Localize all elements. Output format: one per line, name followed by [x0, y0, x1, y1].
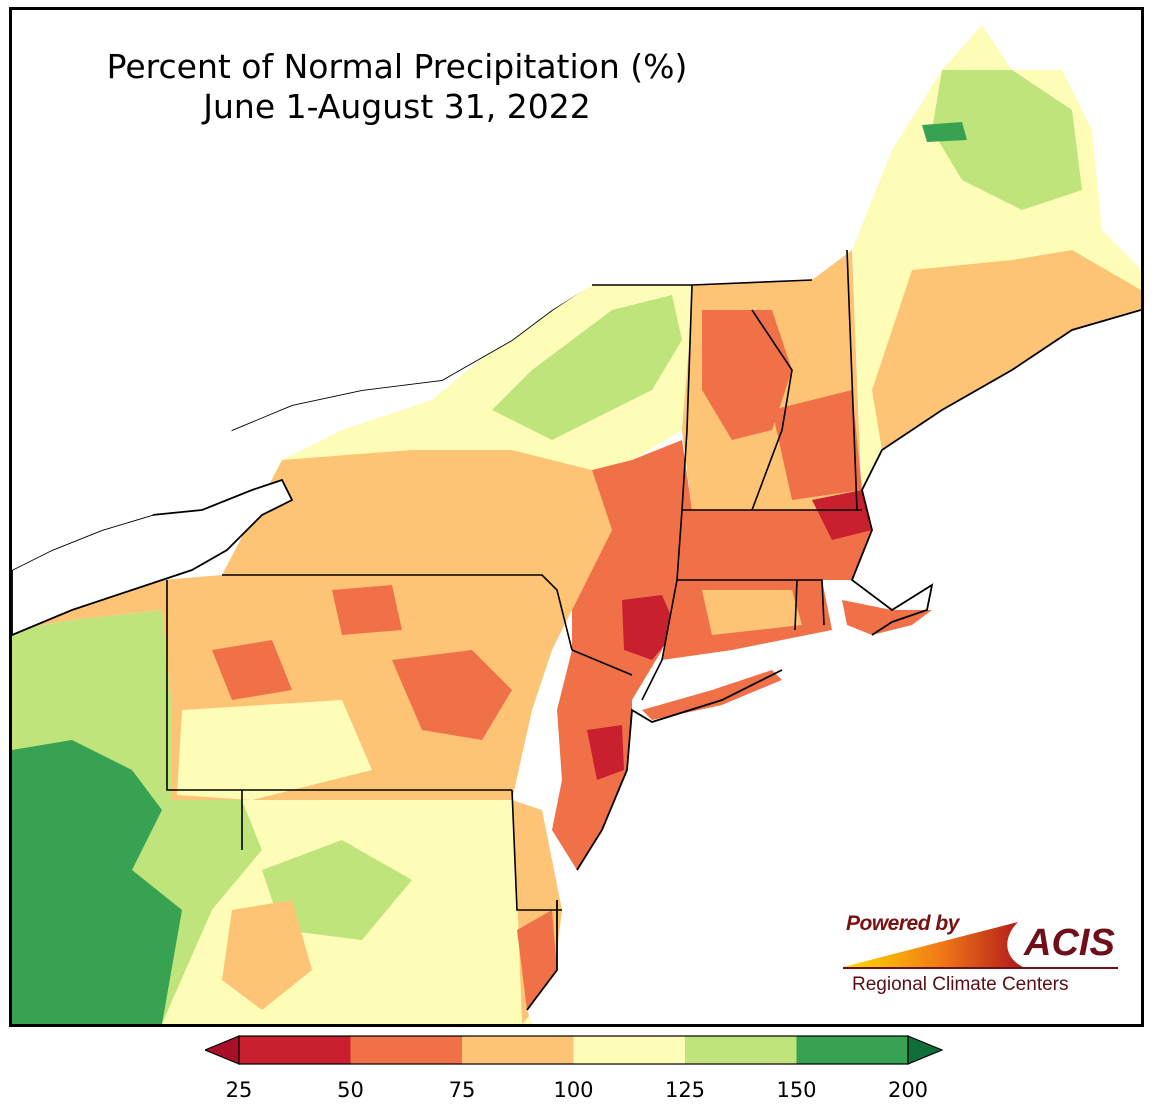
colorbar-tick-label: 100: [553, 1078, 594, 1102]
delmarva-orange: [517, 910, 557, 1010]
colorbar-bin-150-200: [796, 1036, 908, 1064]
hudson-dark-red: [622, 595, 677, 660]
maryland-green: [262, 840, 412, 940]
colorbar-tick-label: 200: [887, 1078, 929, 1102]
state-boundaries: [166, 249, 862, 911]
pa-patch-3: [332, 585, 402, 635]
colorbar-above-max-arrow: [907, 1035, 944, 1065]
acis-logo: Powered by ACIS Regional Climate Centers: [838, 912, 1128, 1002]
pa-patch-2: [212, 640, 292, 700]
map-frame: Percent of Normal Precipitation (%) June…: [9, 7, 1144, 1027]
vt-nh-orange: [702, 310, 792, 440]
colorbar-below-min-arrow: [205, 1035, 240, 1065]
long-island: [642, 670, 782, 720]
colorbar-bin-100-125: [573, 1036, 685, 1064]
acis-swoosh-icon: [843, 922, 1118, 969]
ct-orange-light: [702, 590, 802, 635]
powered-by-text: Powered by: [846, 912, 959, 935]
virginia-orange: [222, 900, 312, 1010]
colorbar-tick-label: 150: [776, 1078, 817, 1102]
colorbar-bin-75-100: [462, 1036, 574, 1064]
canada-area: [12, 10, 972, 570]
adirondack-green: [492, 295, 682, 440]
pa-patch-1: [392, 650, 512, 740]
west-virginia-dark: [12, 740, 182, 1024]
colorbar: [205, 1035, 944, 1065]
colorbar-tick-label: 125: [664, 1078, 706, 1102]
precipitation-map: [12, 10, 1141, 1024]
colorbar-bin-125-150: [685, 1036, 797, 1064]
colorbar-tick-labels: 25 50 75 100 125 150 200: [0, 1078, 1153, 1108]
colorbar-tick-label: 75: [448, 1078, 476, 1102]
maine-green-1: [932, 70, 1082, 210]
atlantic-ocean: [527, 310, 1141, 1024]
maine-coast-orange: [872, 250, 1141, 450]
map-date-range: June 1-August 31, 2022: [203, 87, 591, 126]
nj-red: [587, 725, 624, 780]
rcc-text: Regional Climate Centers: [852, 974, 1069, 995]
nh-orange: [772, 390, 862, 500]
map-title: Percent of Normal Precipitation (%): [106, 47, 688, 86]
colorbar-tick-label: 25: [225, 1078, 253, 1102]
colorbar-bin-50-75: [350, 1036, 462, 1064]
coastline: [526, 309, 1141, 1011]
acis-name: ACIS: [1024, 922, 1115, 964]
pa-yellow-patch: [177, 700, 372, 800]
new-jersey-region: [552, 650, 632, 870]
colorbar-tick-label: 50: [337, 1078, 364, 1102]
colorbar-bin-25-50: [239, 1036, 351, 1064]
massachusetts-region: [682, 510, 872, 580]
maine-green-dark: [922, 122, 967, 142]
